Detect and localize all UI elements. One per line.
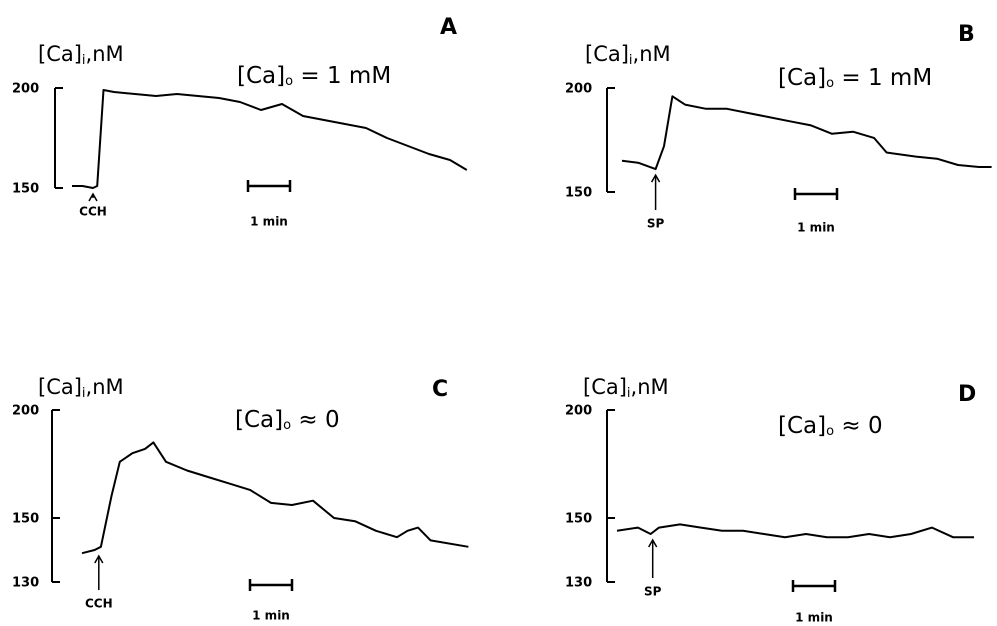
arrow-head	[648, 538, 658, 548]
stimulus-label: SP	[644, 585, 662, 599]
scale-bar	[791, 580, 837, 592]
panel-letter: A	[440, 15, 457, 40]
scale-bar-label: 1 min	[252, 609, 290, 623]
condition-label: [Ca]o ≈ 0	[235, 407, 340, 433]
y-axis-label: [Ca]i,nM	[38, 42, 124, 68]
panel-letter: C	[432, 377, 448, 402]
y-tick-label: 150	[565, 186, 592, 201]
arrow-head	[88, 192, 98, 202]
scale-bar-label: 1 min	[797, 221, 835, 235]
y-tick-label: 150	[12, 182, 39, 197]
condition-label: [Ca]o ≈ 0	[778, 413, 883, 439]
y-axis-label: [Ca]i,nM	[585, 42, 671, 68]
trace	[616, 523, 974, 539]
scale-bar	[246, 180, 292, 192]
y-tick-label: 200	[12, 404, 39, 419]
stimulus-label: CCH	[79, 205, 107, 219]
y-tick-label: 150	[565, 512, 592, 527]
scale-bar-label: 1 min	[795, 611, 833, 625]
condition-label: [Ca]o = 1 mM	[778, 65, 932, 91]
y-tick-label: 130	[12, 576, 39, 591]
trace	[72, 89, 468, 189]
panel-letter: B	[958, 22, 975, 47]
y-tick-label: 130	[565, 576, 592, 591]
condition-label: [Ca]o = 1 mM	[237, 63, 391, 89]
y-tick-label: 200	[12, 82, 39, 97]
y-axis-label: [Ca]i,nM	[38, 375, 124, 401]
arrow-head	[650, 173, 661, 183]
y-tick-label: 200	[565, 82, 592, 97]
scale-bar	[793, 188, 839, 200]
panel-letter: D	[958, 382, 976, 407]
y-tick-label: 150	[12, 512, 39, 527]
stimulus-label: SP	[647, 217, 665, 231]
stimulus-label: CCH	[85, 597, 113, 611]
trace	[621, 95, 992, 171]
arrow-head	[94, 554, 104, 564]
trace	[81, 441, 469, 555]
scale-bar-label: 1 min	[250, 215, 288, 229]
scale-bar	[248, 579, 294, 591]
y-tick-label: 200	[565, 404, 592, 419]
y-axis-label: [Ca]i,nM	[583, 375, 669, 401]
